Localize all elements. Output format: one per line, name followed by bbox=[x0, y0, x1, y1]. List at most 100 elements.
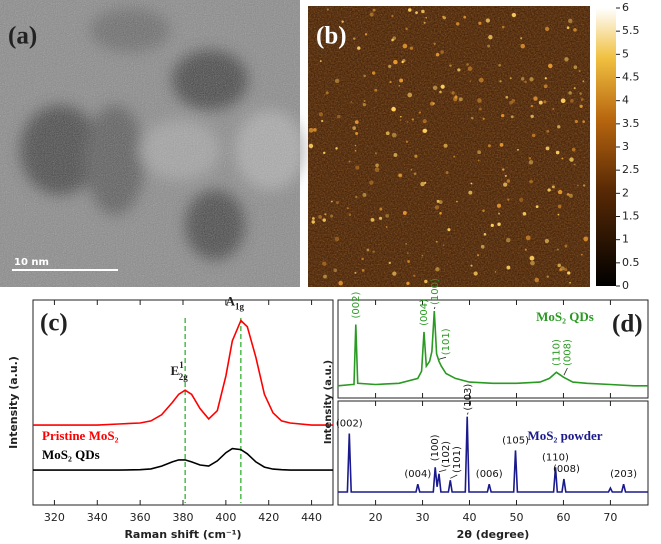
grain bbox=[391, 14, 394, 18]
grain bbox=[363, 74, 366, 78]
grain bbox=[568, 193, 573, 198]
grain bbox=[429, 101, 435, 106]
grain bbox=[488, 34, 493, 40]
grain bbox=[496, 203, 502, 208]
grain bbox=[501, 25, 505, 29]
grain bbox=[529, 255, 535, 261]
grain bbox=[490, 223, 494, 227]
x-tick-label: 320 bbox=[44, 511, 65, 524]
grain bbox=[458, 97, 463, 102]
grain bbox=[435, 52, 440, 57]
leader bbox=[450, 474, 458, 479]
grain bbox=[388, 261, 391, 265]
grain bbox=[488, 144, 491, 148]
x-tick-label: 340 bbox=[87, 511, 108, 524]
grain bbox=[449, 64, 452, 67]
peak-label-sup: 1 bbox=[179, 360, 184, 370]
grain bbox=[530, 104, 534, 108]
grain bbox=[388, 64, 392, 68]
grain bbox=[576, 184, 579, 187]
grain bbox=[525, 235, 531, 241]
grain bbox=[471, 116, 474, 120]
x-tick-label: 360 bbox=[130, 511, 151, 524]
grain bbox=[544, 26, 550, 32]
peak-label: (102) bbox=[441, 441, 452, 468]
grain bbox=[568, 91, 572, 95]
grain bbox=[571, 147, 576, 152]
grain bbox=[573, 28, 577, 32]
afm-image: (b) bbox=[308, 6, 590, 287]
grain bbox=[338, 280, 343, 286]
grain bbox=[321, 119, 324, 123]
grain bbox=[443, 143, 448, 148]
grain bbox=[487, 44, 491, 48]
peak-label: (100) bbox=[430, 278, 441, 305]
grain bbox=[418, 111, 422, 114]
grain bbox=[354, 120, 359, 125]
grain bbox=[504, 174, 507, 177]
grain bbox=[424, 279, 428, 284]
grain bbox=[505, 237, 511, 243]
x-axis-label: 2θ (degree) bbox=[457, 528, 530, 541]
grain bbox=[530, 114, 534, 119]
grain bbox=[361, 257, 364, 261]
grain bbox=[369, 180, 374, 185]
grain bbox=[322, 218, 326, 222]
grain bbox=[379, 207, 383, 211]
grain bbox=[439, 90, 442, 94]
peak-label: (103) bbox=[463, 384, 474, 411]
grain bbox=[438, 200, 443, 205]
grain bbox=[433, 42, 436, 45]
peak-label: (004) bbox=[404, 469, 431, 480]
grain bbox=[423, 21, 426, 24]
grain bbox=[476, 254, 480, 257]
colorbar-tick-label: 4.5 bbox=[622, 71, 640, 84]
grain bbox=[580, 97, 584, 101]
grain bbox=[457, 68, 461, 72]
grain bbox=[393, 59, 398, 65]
grain bbox=[424, 181, 427, 184]
peak-label: (008) bbox=[553, 464, 580, 475]
grain bbox=[354, 144, 357, 147]
grain bbox=[520, 43, 525, 49]
peak-label-text: A bbox=[226, 293, 236, 308]
grain bbox=[567, 271, 571, 275]
colorbar-tick-label: 4 bbox=[622, 94, 629, 107]
grain bbox=[406, 120, 409, 123]
grain bbox=[357, 46, 361, 50]
peak-label: (004) bbox=[419, 299, 430, 326]
colorbar-tick-label: 2 bbox=[622, 186, 629, 199]
plot-frame bbox=[337, 299, 649, 399]
peak-label: (002) bbox=[336, 419, 363, 430]
grain bbox=[333, 268, 338, 273]
grain bbox=[414, 154, 418, 158]
grain bbox=[330, 214, 334, 218]
grain bbox=[346, 207, 349, 210]
grain bbox=[421, 254, 424, 257]
grain bbox=[530, 260, 535, 266]
peak-label: (006) bbox=[476, 469, 503, 480]
series-line bbox=[33, 447, 333, 471]
plot-frame bbox=[32, 299, 334, 506]
grain bbox=[477, 159, 480, 162]
grain bbox=[556, 248, 559, 251]
grain bbox=[564, 57, 569, 62]
grain bbox=[547, 188, 551, 192]
grain bbox=[505, 95, 509, 99]
grain bbox=[483, 232, 487, 236]
grain bbox=[402, 43, 408, 49]
grain bbox=[522, 211, 527, 216]
grain bbox=[498, 63, 502, 67]
grain bbox=[520, 37, 523, 40]
peak-label: (203) bbox=[610, 469, 637, 480]
grain bbox=[498, 212, 501, 215]
scale-bar-label: 10 nm bbox=[14, 257, 49, 268]
grain bbox=[579, 104, 583, 108]
grain bbox=[355, 195, 358, 199]
x-tick-label: 20 bbox=[369, 511, 383, 524]
grain bbox=[399, 78, 404, 83]
grain bbox=[511, 12, 517, 18]
grain bbox=[372, 250, 375, 253]
grain bbox=[378, 216, 383, 220]
grain bbox=[447, 228, 451, 232]
